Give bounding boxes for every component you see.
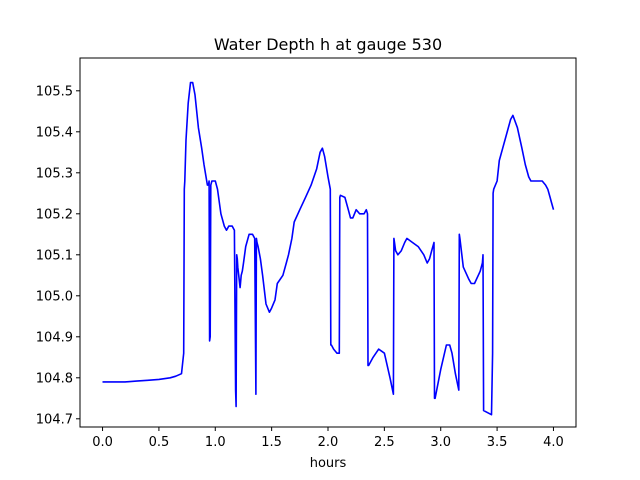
y-tick-label: 105.0 bbox=[36, 289, 73, 304]
y-tick-label: 105.2 bbox=[36, 207, 73, 222]
y-axis: 104.7 104.8 104.9 105.0 105.1 105.2 105.3 105.4… bbox=[36, 84, 80, 427]
x-tick-label: 4.0 bbox=[543, 435, 564, 450]
x-tick-label: 1.5 bbox=[261, 435, 282, 450]
x-tick-label: 2.5 bbox=[374, 435, 395, 450]
plot-frame bbox=[79, 57, 577, 428]
y-tick-label: 104.9 bbox=[36, 330, 73, 345]
x-tick-label: 3.5 bbox=[487, 435, 508, 450]
y-tick-label: 105.5 bbox=[36, 84, 73, 99]
x-tick-label: 2.0 bbox=[318, 435, 339, 450]
x-tick-label: 0.5 bbox=[149, 435, 170, 450]
x-tick-label: 1.0 bbox=[205, 435, 226, 450]
plot-area bbox=[102, 81, 555, 416]
chart-title: Water Depth h at gauge 530 bbox=[214, 35, 442, 54]
y-tick-label: 105.4 bbox=[36, 125, 73, 140]
x-tick-label: 3.0 bbox=[430, 435, 451, 450]
y-tick-label: 104.8 bbox=[36, 371, 73, 386]
y-tick-label: 105.1 bbox=[36, 248, 73, 263]
y-tick-label: 105.3 bbox=[36, 166, 73, 181]
x-axis-label: hours bbox=[310, 456, 347, 471]
x-tick-label: 0.0 bbox=[92, 435, 113, 450]
y-tick-label: 104.7 bbox=[36, 412, 73, 427]
series-line-0 bbox=[102, 81, 555, 416]
x-axis: 0.0 0.5 1.0 1.5 2.0 2.5 3.0 3.5 4.0 bbox=[92, 427, 564, 450]
